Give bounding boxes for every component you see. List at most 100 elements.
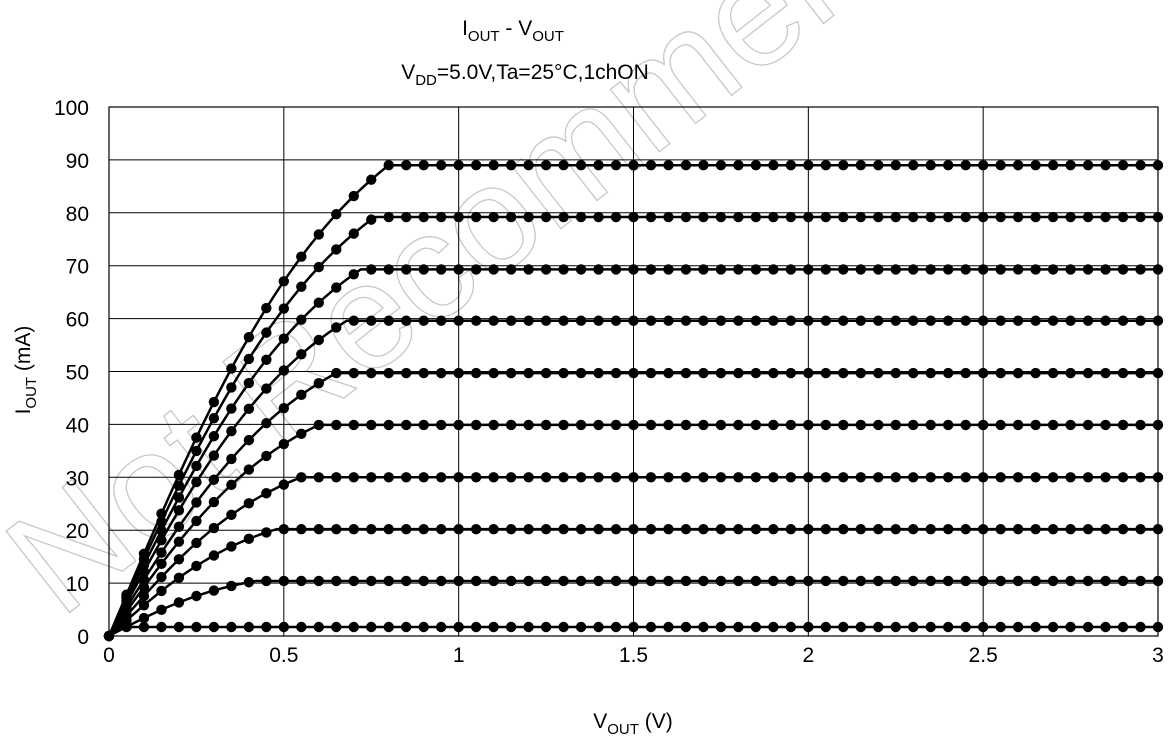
data-point [663,419,674,431]
data-point [873,419,884,431]
data-point [1152,419,1164,431]
data-point [1065,523,1076,535]
data-point [1100,523,1111,535]
data-point [1030,211,1041,223]
data-point [820,211,832,223]
series-0 [103,621,1164,642]
data-point [698,211,709,223]
series-1 [103,575,1164,642]
data-point [1047,523,1059,535]
data-point [523,419,534,431]
data-point [855,367,866,379]
data-point [488,367,499,379]
data-point [768,264,779,275]
x-tick-label: 2 [802,644,814,667]
data-point [977,621,989,633]
data-point [698,264,709,275]
data-point [925,575,936,587]
data-point [873,264,884,275]
data-point [715,264,727,275]
data-point [680,315,692,326]
data-point [628,575,639,587]
series-4 [103,419,1164,642]
data-point [977,523,989,535]
data-point [296,472,307,483]
data-point [1065,621,1076,633]
data-point [645,621,657,633]
data-point [156,571,167,583]
data-point [768,419,779,431]
data-point [1152,315,1164,326]
y-tick-label: 20 [66,520,89,543]
data-point [1047,211,1059,223]
data-point [331,419,342,431]
data-point [1135,367,1146,379]
data-point [418,367,429,379]
data-point [663,315,674,326]
data-point [243,498,255,509]
data-point [908,315,919,326]
data-point [383,159,394,171]
data-point [540,264,552,275]
data-point [453,472,464,483]
data-point [1082,472,1094,483]
data-point [523,159,534,171]
series-6 [103,315,1164,642]
data-point [785,419,797,431]
data-point [296,389,307,401]
data-point [383,211,394,223]
data-point [873,472,884,483]
data-point [1012,367,1024,379]
data-point [488,315,499,326]
data-point [750,523,762,535]
data-point [785,159,797,171]
data-point [1152,211,1164,223]
data-point [313,229,324,240]
data-point [890,264,901,275]
data-point [995,419,1006,431]
data-point [191,621,202,633]
data-point [645,315,657,326]
data-point [768,523,779,535]
data-point [628,523,639,535]
data-point [1065,315,1076,326]
data-point [348,472,359,483]
data-point [593,159,604,171]
data-point [943,315,954,326]
data-point [138,621,150,633]
data-point [768,211,779,223]
data-point [278,333,290,344]
data-point [733,621,744,633]
data-point [960,264,971,275]
data-point [575,367,587,379]
data-point [418,211,429,223]
data-point [610,472,622,483]
data-point [960,419,971,431]
data-point [208,621,220,633]
data-point [470,621,482,633]
data-point [977,419,989,431]
data-point [261,527,272,538]
data-point [331,472,342,483]
data-point [418,264,429,275]
data-point [505,159,517,171]
data-point [925,419,936,431]
data-point [575,523,587,535]
data-point [768,621,779,633]
y-tick-label: 0 [77,626,89,649]
data-point [540,621,552,633]
data-point [1082,575,1094,587]
data-point [470,159,482,171]
data-point [1065,211,1076,223]
data-point [226,382,237,393]
data-point [435,419,447,431]
data-point [698,472,709,483]
y-tick-label: 50 [66,362,89,385]
data-point [418,472,429,483]
data-point [1152,159,1164,171]
data-point [1135,211,1146,223]
chart-title: IOUT - VOUT [462,17,564,45]
data-point [943,264,954,275]
data-point [995,367,1006,379]
data-point [453,575,464,587]
